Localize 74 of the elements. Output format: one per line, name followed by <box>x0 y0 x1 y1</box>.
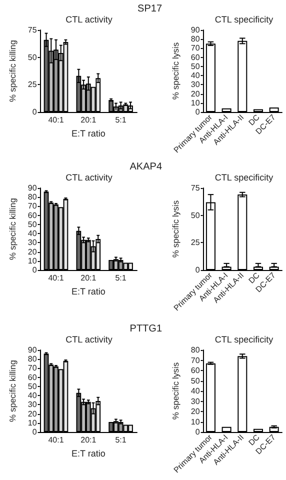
x-tick-label: 5:1 <box>115 274 127 282</box>
x-tick-label: 5:1 <box>115 436 127 444</box>
y-tick-label: 80 <box>190 34 200 44</box>
chart-title: CTL activity <box>66 172 113 182</box>
x-tick-label: 5:1 <box>115 116 127 124</box>
y-tick-label: 20 <box>28 409 38 418</box>
y-tick-label: 80 <box>190 346 200 354</box>
y-tick-label: 0 <box>32 108 38 116</box>
y-tick-label: 50 <box>28 220 38 229</box>
y-axis-title: % specific lysis <box>170 362 180 420</box>
y-tick-label: 20 <box>190 407 200 416</box>
y-tick-label: 50 <box>190 210 200 220</box>
y-axis-title: % specific lysis <box>170 200 180 258</box>
y-tick-label: 75 <box>28 26 38 34</box>
y-tick-label: 60 <box>28 372 38 382</box>
y-tick-label: 0 <box>32 428 38 436</box>
y-axis-title: % specific killing <box>8 40 18 102</box>
y-tick-label: 90 <box>28 184 38 192</box>
y-tick-label: 30 <box>190 80 200 90</box>
y-tick-label: 10 <box>190 417 200 426</box>
y-axis-title: % specific killing <box>8 198 18 260</box>
y-tick-label: 25 <box>190 238 200 248</box>
y-tick-label: 50 <box>190 376 200 386</box>
chart-title: CTL specificity <box>214 14 274 24</box>
y-tick-label: 50 <box>28 382 38 391</box>
x-tick-label: 20:1 <box>80 436 97 444</box>
y-tick-label: 60 <box>190 52 200 62</box>
text: PTTG1 <box>130 324 162 334</box>
y-tick-label: 40 <box>28 391 38 400</box>
y-tick-label: 25 <box>28 80 38 90</box>
chart-title: CTL specificity <box>214 172 274 182</box>
y-tick-label: 0 <box>32 266 38 274</box>
y-tick-label: 40 <box>190 71 200 80</box>
y-tick-label: 70 <box>190 44 200 53</box>
x-axis-title: E:T ratio <box>71 448 106 458</box>
y-tick-label: 70 <box>28 202 38 211</box>
y-tick-label: 10 <box>28 256 38 266</box>
y-tick-label: 0 <box>195 266 200 274</box>
y-tick-label: 90 <box>28 346 38 354</box>
y-tick-label: 70 <box>190 356 200 365</box>
y-tick-label: 30 <box>28 238 38 248</box>
y-tick-label: 0 <box>195 108 200 116</box>
y-tick-label: 75 <box>190 184 200 192</box>
chart-title: CTL activity <box>66 334 113 344</box>
y-tick-label: 40 <box>28 229 38 238</box>
y-tick-label: 10 <box>28 418 38 428</box>
chart-title: CTL specificity <box>214 334 274 344</box>
y-tick-label: 10 <box>190 98 200 108</box>
x-tick-label: 20:1 <box>80 116 97 124</box>
y-tick-label: 60 <box>28 210 38 220</box>
y-tick-label: 20 <box>190 89 200 98</box>
y-tick-label: 90 <box>190 26 200 34</box>
y-tick-label: 50 <box>28 52 38 62</box>
x-axis-title: E:T ratio <box>71 128 106 138</box>
x-tick-label: 20:1 <box>80 274 97 282</box>
y-tick-label: 60 <box>190 366 200 375</box>
y-tick-label: 20 <box>28 247 38 256</box>
y-tick-label: 0 <box>195 428 200 436</box>
text: AKAP4 <box>130 162 162 172</box>
y-tick-label: 40 <box>190 386 200 396</box>
y-tick-label: 50 <box>190 62 200 71</box>
y-tick-label: 70 <box>28 364 38 373</box>
y-tick-label: 80 <box>28 354 38 364</box>
chart-title: CTL activity <box>66 14 113 24</box>
x-axis-title: E:T ratio <box>71 286 106 296</box>
x-tick-label: 40:1 <box>48 274 64 282</box>
y-axis-title: % specific lysis <box>170 42 180 100</box>
y-axis-title: % specific killing <box>8 360 18 422</box>
y-tick-label: 80 <box>28 192 38 202</box>
x-tick-label: 40:1 <box>48 436 64 444</box>
text: SP17 <box>138 4 162 14</box>
y-tick-label: 30 <box>190 396 200 406</box>
y-tick-label: 30 <box>28 400 38 410</box>
x-tick-label: 40:1 <box>48 116 64 124</box>
